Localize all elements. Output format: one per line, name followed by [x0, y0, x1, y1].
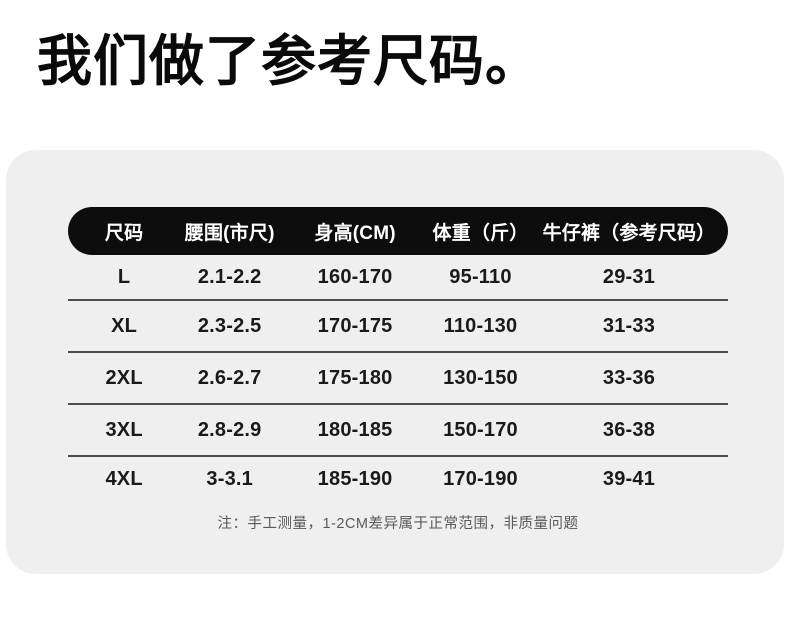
cell-size: 2XL [105, 366, 143, 389]
cell-jeans: 39-41 [602, 467, 656, 490]
cell-height: 185-190 [317, 467, 393, 490]
column-header-height: 身高(CM) [314, 222, 396, 244]
cell-jeans: 31-33 [602, 314, 656, 337]
table-row: L 2.1-2.2 160-170 95-110 29-31 [68, 255, 728, 301]
cell-weight: 130-150 [443, 366, 518, 389]
column-header-jeans: 牛仔裤（参考尺码） [542, 222, 716, 244]
cell-waist: 2.6-2.7 [197, 366, 262, 389]
cell-size: XL [111, 314, 138, 337]
page-title: 我们做了参考尺码。 [37, 30, 542, 92]
cell-height: 170-175 [317, 314, 393, 337]
table-row: XL 2.3-2.5 170-175 110-130 31-33 [68, 301, 728, 353]
cell-waist: 3-3.1 [206, 467, 253, 490]
cell-height: 180-185 [317, 418, 393, 441]
measurement-note: 注：手工测量，1-2CM差异属于正常范围，非质量问题 [217, 516, 579, 532]
cell-weight: 110-130 [443, 314, 518, 337]
cell-height: 175-180 [317, 366, 393, 389]
column-header-waist: 腰围(市尺) [184, 222, 275, 244]
cell-size: L [117, 265, 131, 288]
size-chart-card: 尺码 腰围(市尺) 身高(CM) 体重（斤） 牛仔裤（参考尺码） L 2.1-2… [6, 150, 784, 574]
table-row: 3XL 2.8-2.9 180-185 150-170 36-38 [68, 405, 728, 457]
cell-jeans: 36-38 [602, 418, 656, 441]
size-table: 尺码 腰围(市尺) 身高(CM) 体重（斤） 牛仔裤（参考尺码） L 2.1-2… [68, 207, 728, 533]
cell-height: 160-170 [317, 265, 393, 288]
cell-size: 4XL [105, 467, 143, 490]
cell-weight: 95-110 [449, 265, 512, 288]
cell-weight: 170-190 [443, 467, 518, 490]
cell-jeans: 33-36 [602, 366, 656, 389]
table-header-row: 尺码 腰围(市尺) 身高(CM) 体重（斤） 牛仔裤（参考尺码） [68, 207, 728, 255]
table-row: 4XL 3-3.1 185-190 170-190 39-41 [68, 457, 728, 501]
cell-weight: 150-170 [443, 418, 518, 441]
column-header-size: 尺码 [104, 222, 144, 244]
cell-waist: 2.1-2.2 [197, 265, 262, 288]
cell-jeans: 29-31 [602, 265, 656, 288]
cell-waist: 2.3-2.5 [197, 314, 262, 337]
cell-size: 3XL [105, 418, 143, 441]
column-header-weight: 体重（斤） [432, 222, 529, 244]
cell-waist: 2.8-2.9 [197, 418, 262, 441]
table-row: 2XL 2.6-2.7 175-180 130-150 33-36 [68, 353, 728, 405]
table-body: L 2.1-2.2 160-170 95-110 29-31 XL 2.3-2.… [68, 255, 728, 501]
